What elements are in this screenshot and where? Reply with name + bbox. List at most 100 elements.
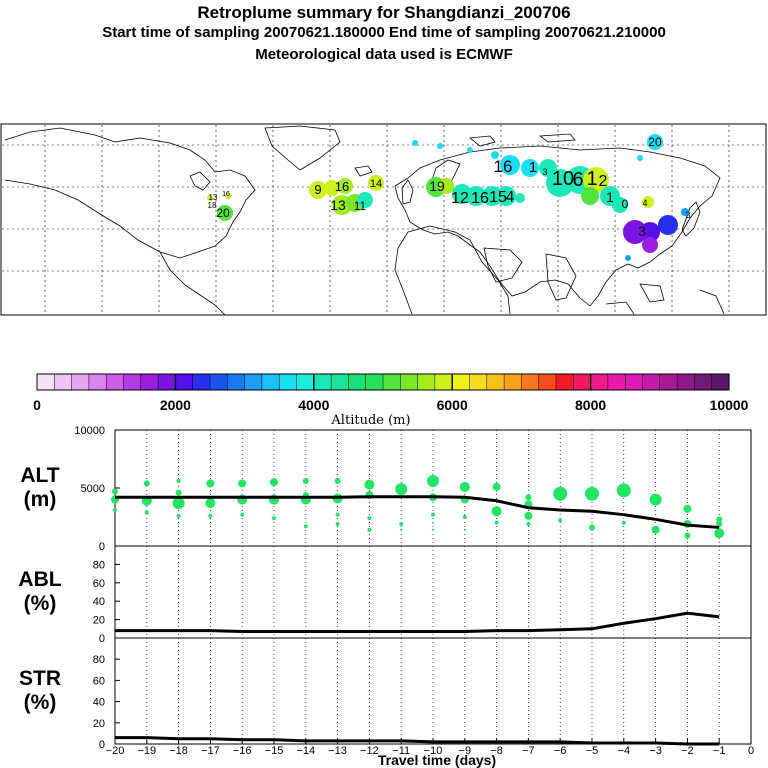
plume-day-label: 1	[606, 189, 614, 205]
colorbar-cell	[590, 373, 609, 391]
met-data-source: Meteorological data used is ECMWF	[255, 46, 513, 63]
altitude-cluster-point	[459, 481, 470, 492]
colorbar-cell	[659, 373, 678, 391]
colorbar-cell	[400, 373, 419, 391]
plume-day-label: 16	[471, 190, 489, 207]
plume-marker	[625, 255, 631, 261]
colorbar-cell	[434, 373, 453, 391]
y-tick-label: 60	[93, 675, 105, 687]
altitude-cluster-point	[364, 479, 375, 490]
x-tick-label: −10	[424, 745, 443, 757]
plume-marker	[467, 147, 473, 153]
plume-day-label: 1	[529, 159, 537, 176]
plume-marker	[681, 208, 689, 216]
plume-day-label: 9	[314, 182, 321, 197]
plume-day-label: 12	[451, 190, 469, 207]
y-tick-label: 60	[93, 578, 105, 590]
colorbar-cell	[88, 373, 107, 391]
plume-marker	[500, 155, 520, 175]
plume-day-label: 16	[222, 191, 230, 198]
colorbar-tick-label: 0	[33, 397, 41, 413]
altitude-cluster-point	[144, 510, 149, 515]
y-tick-label: 40	[93, 697, 105, 709]
altitude-cluster-point	[524, 511, 533, 520]
colorbar-tick-label: 4000	[298, 397, 329, 413]
altitude-cluster-point	[716, 520, 723, 527]
x-tick-label: −6	[554, 745, 567, 757]
plume-marker	[658, 215, 678, 235]
plume-marker	[217, 205, 233, 221]
altitude-cluster-point	[206, 479, 215, 488]
altitude-colorbar: 0 2000 4000 6000 8000 10000 Altitude (m)	[33, 373, 749, 428]
altitude-cluster-point	[431, 512, 435, 517]
plume-day-label: 1	[586, 168, 597, 190]
abl-line	[115, 611, 720, 634]
altitude-cluster-point	[302, 478, 309, 485]
colorbar-cell	[157, 373, 176, 391]
y-tick-label: 0	[99, 541, 105, 553]
plume-day-label: 11	[354, 199, 367, 213]
plume-marker	[337, 178, 353, 194]
colorbar-cell	[642, 373, 661, 391]
plume-day-label: 4	[506, 189, 515, 206]
plume-marker	[225, 193, 231, 199]
plume-marker	[583, 167, 609, 193]
colorbar-cell	[521, 373, 540, 391]
altitude-cluster-point	[172, 497, 185, 510]
altitude-cluster-point	[112, 488, 118, 495]
colorbar-cell	[676, 373, 695, 391]
plume-marker	[438, 178, 454, 194]
plume-marker	[368, 175, 384, 191]
altitude-cluster-point	[494, 520, 499, 525]
x-tick-label: −13	[328, 745, 347, 757]
plume-markers	[207, 134, 689, 261]
plume-day-label: 16	[494, 157, 513, 176]
altitude-cluster-point	[176, 479, 181, 484]
colorbar-cell	[503, 373, 522, 391]
altitude-cluster-point	[621, 520, 626, 525]
panel-label: ABL	[18, 568, 61, 591]
altitude-cluster-point	[714, 528, 725, 539]
plume-day-label: 2	[599, 173, 608, 190]
colorbar-cell	[71, 373, 90, 391]
plume-day-label: 0	[622, 197, 629, 211]
plume-day-label: 18	[208, 201, 217, 210]
altitude-cluster-point	[270, 478, 278, 487]
colorbar-cell	[313, 373, 332, 391]
colorbar-cell	[711, 373, 730, 391]
plume-marker	[642, 196, 654, 208]
altitude-cluster-point	[427, 475, 439, 488]
plume-marker	[309, 181, 327, 199]
y-tick-label: 0	[99, 739, 105, 751]
colorbar-cell	[330, 373, 349, 391]
plume-marker	[482, 186, 502, 206]
coastlines	[4, 125, 725, 316]
plume-marker	[637, 155, 643, 161]
altitude-cluster-point	[272, 516, 276, 521]
y-tick-label: 0	[99, 633, 105, 645]
colorbar-caption: Altitude (m)	[330, 413, 410, 428]
plume-marker	[324, 180, 340, 196]
x-tick-label: 0	[748, 745, 754, 757]
y-tick-label: 5000	[81, 483, 105, 495]
y-tick-label: 20	[93, 718, 105, 730]
x-axis: −20 −19 −18 −17 −16 −15 −14 −13 −12 −11 −10 −9 −8 −7−…	[106, 738, 754, 757]
altitude-cluster-point	[208, 513, 213, 518]
altitude-cluster-point	[616, 483, 631, 498]
plume-day-label: 13	[330, 197, 346, 213]
colorbar-tick-label: 2000	[160, 397, 191, 413]
str-panel: 0 20 40 60 80 STR(%)	[19, 638, 720, 751]
altitude-median-line	[115, 495, 720, 529]
colorbar-cell	[469, 373, 488, 391]
altitude-cluster-point	[683, 504, 692, 513]
x-tick-label: −1	[713, 745, 726, 757]
altitude-cluster-point	[649, 493, 662, 506]
plume-day-label: 20	[648, 135, 662, 149]
plume-day-label: 19	[429, 178, 445, 194]
plume-marker	[623, 220, 647, 244]
x-tick-label: −14	[296, 745, 315, 757]
y-tick-label: 10000	[74, 425, 105, 437]
altitude-cluster-point	[367, 527, 372, 532]
